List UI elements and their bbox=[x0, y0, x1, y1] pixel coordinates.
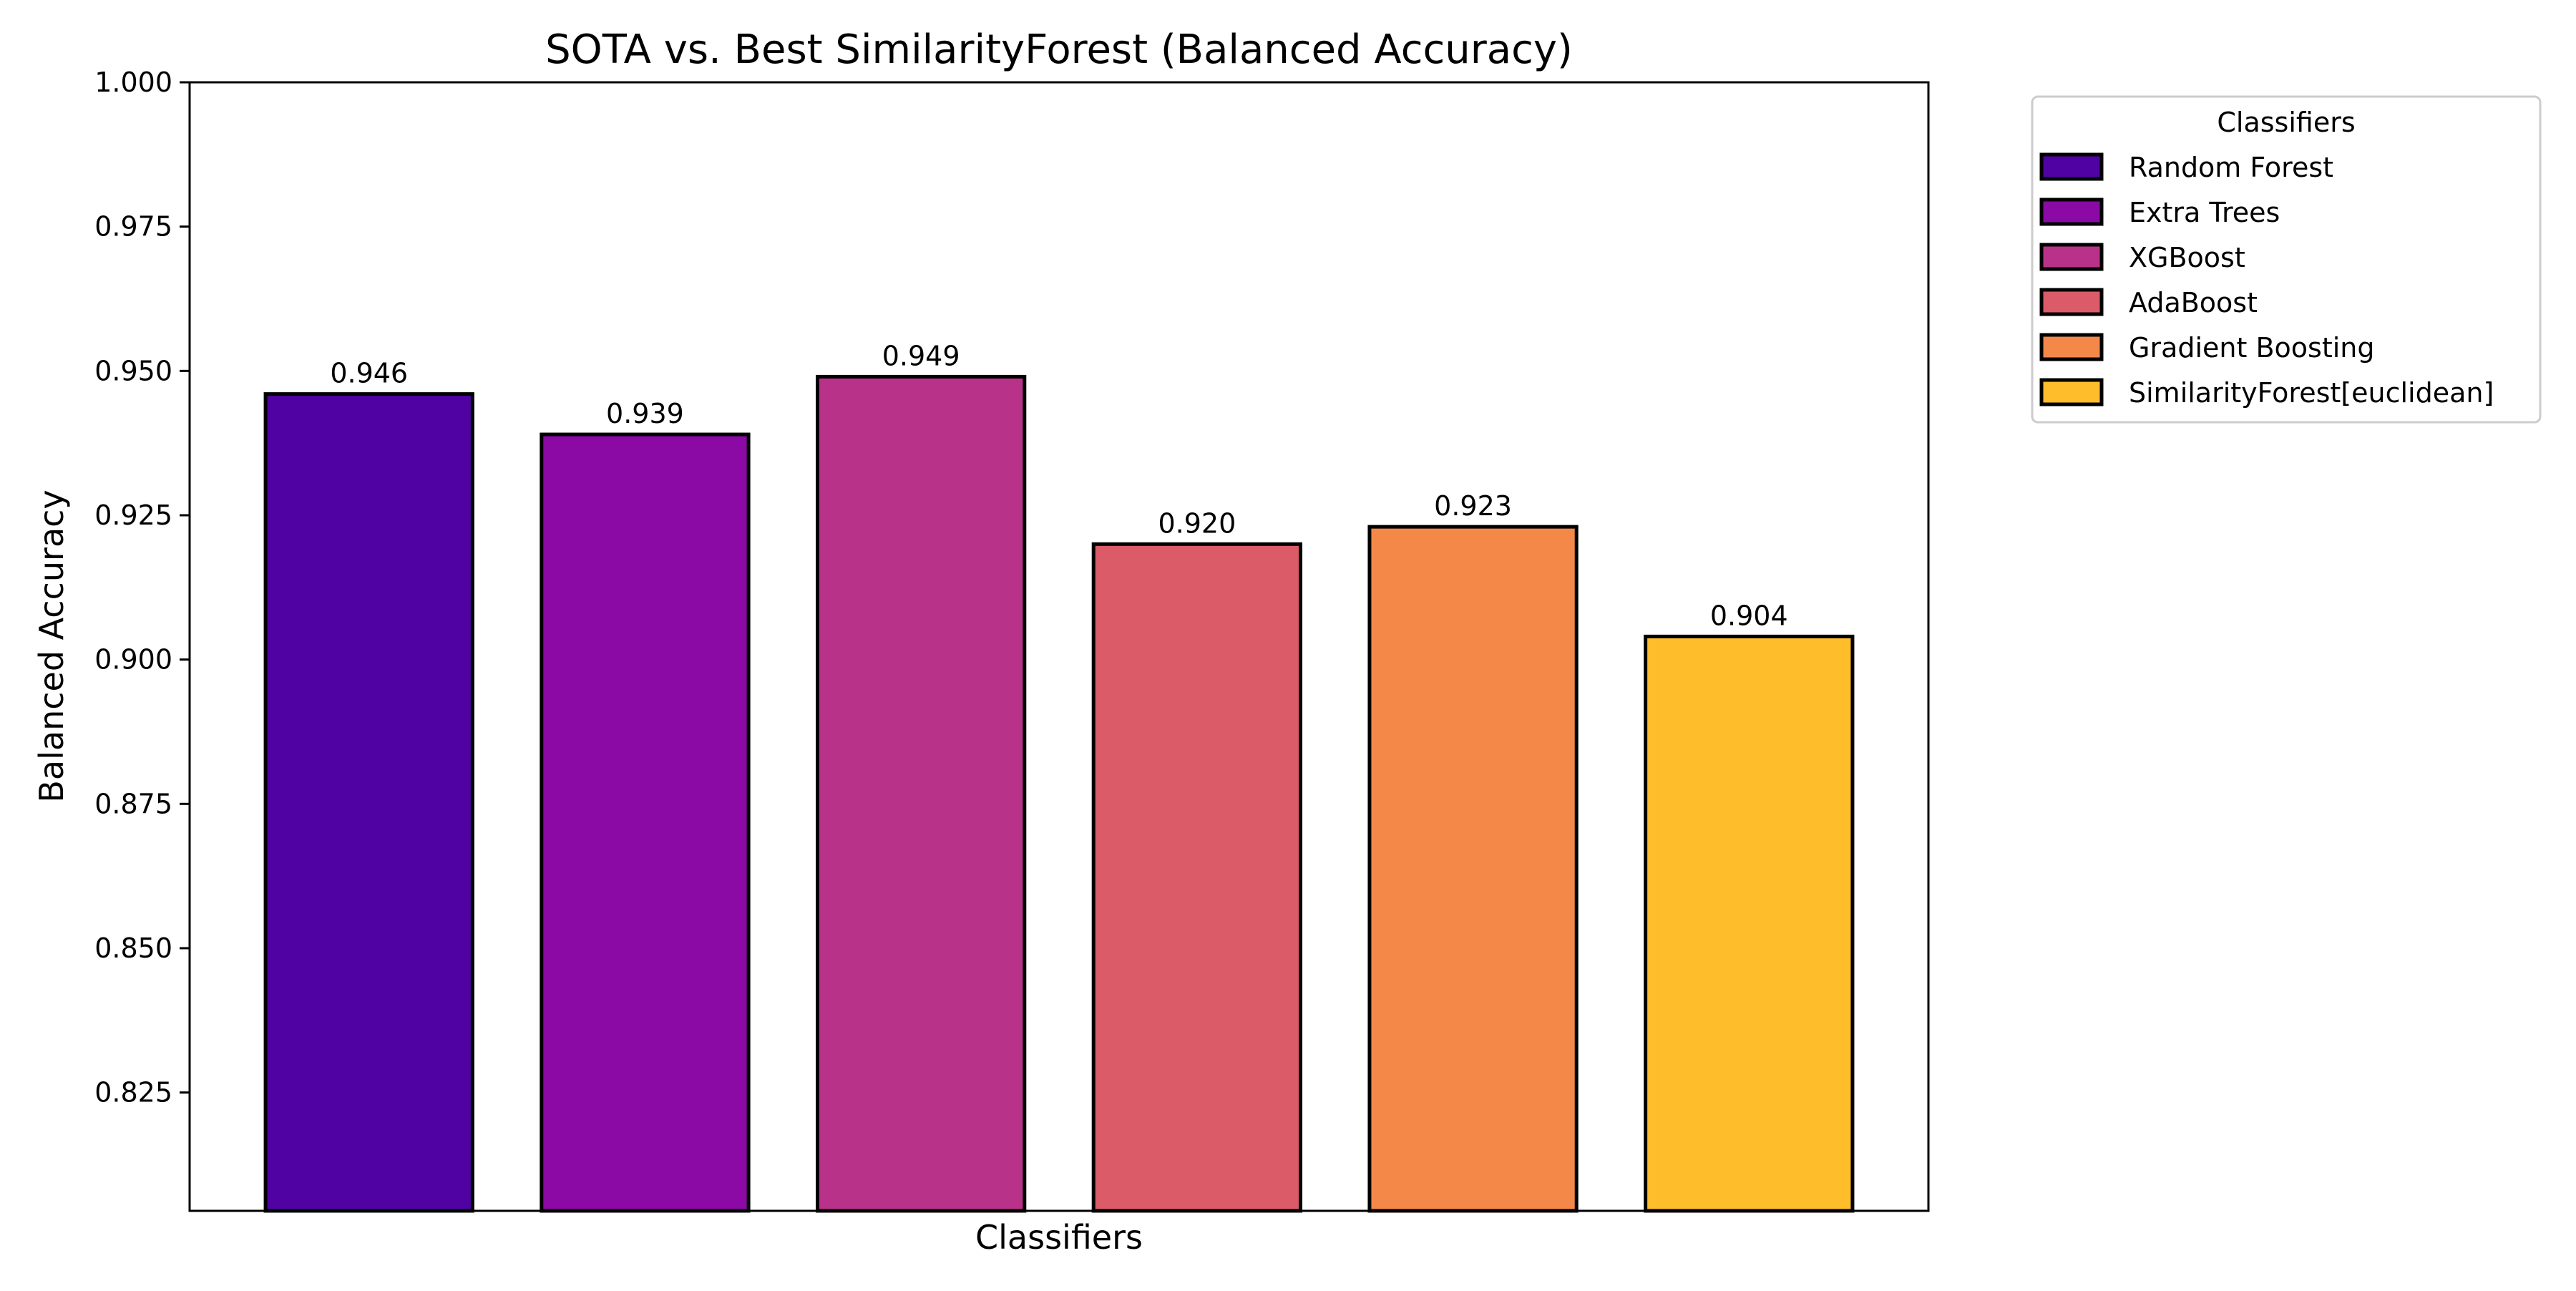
y-tick-label: 0.850 bbox=[94, 932, 172, 964]
y-tick-label: 0.900 bbox=[94, 644, 172, 676]
legend-swatch bbox=[2039, 288, 2104, 316]
legend-label: SimilarityForest[euclidean] bbox=[2129, 377, 2494, 409]
bar-value-label: 0.949 bbox=[882, 340, 960, 371]
y-tick-label: 0.950 bbox=[94, 355, 172, 386]
y-axis-ticks: 0.825 0.850 0.875 0.900 0.925 0.950 0.975 1.000 bbox=[94, 67, 190, 1109]
legend-label: Extra Trees bbox=[2129, 197, 2280, 228]
legend-items: Random Forest Extra Trees XGBoost AdaBoost G… bbox=[2039, 152, 2494, 409]
bar-value-labels: 0.946 0.939 0.949 0.920 0.923 0.904 bbox=[330, 340, 1787, 631]
plot-frame bbox=[188, 81, 1930, 1212]
legend-swatch bbox=[2039, 378, 2104, 406]
y-tick-label: 1.000 bbox=[94, 67, 172, 98]
bar bbox=[540, 432, 751, 1213]
legend-title: Classifiers bbox=[2217, 107, 2355, 138]
bar-value-label: 0.923 bbox=[1434, 490, 1512, 522]
legend-label: Gradient Boosting bbox=[2129, 332, 2375, 364]
bar bbox=[1367, 525, 1579, 1213]
bar-value-label: 0.939 bbox=[606, 398, 684, 429]
legend-label: AdaBoost bbox=[2129, 287, 2258, 318]
y-axis-title: Balanced Accuracy bbox=[32, 489, 71, 802]
bar-value-label: 0.920 bbox=[1158, 507, 1236, 539]
legend-box bbox=[2031, 95, 2542, 424]
legend-label: Random Forest bbox=[2129, 152, 2333, 183]
legend-swatch bbox=[2039, 198, 2104, 226]
y-tick-label: 0.825 bbox=[94, 1077, 172, 1109]
bar bbox=[816, 374, 1027, 1213]
bar bbox=[1091, 542, 1302, 1213]
legend-swatch bbox=[2039, 243, 2104, 271]
legend-swatch bbox=[2039, 152, 2104, 181]
x-axis-title: Classifiers bbox=[975, 1218, 1143, 1257]
bars-group bbox=[263, 374, 1855, 1213]
y-tick-label: 0.925 bbox=[94, 500, 172, 531]
bar bbox=[1644, 634, 1855, 1213]
legend-swatch bbox=[2039, 333, 2104, 361]
bar-value-label: 0.946 bbox=[330, 358, 408, 389]
y-tick-label: 0.875 bbox=[94, 788, 172, 819]
chart-title: SOTA vs. Best SimilarityForest (Balanced… bbox=[545, 26, 1573, 73]
bar-value-label: 0.904 bbox=[1710, 600, 1788, 631]
y-tick-label: 0.975 bbox=[94, 211, 172, 243]
legend-label: XGBoost bbox=[2129, 242, 2245, 273]
bar bbox=[263, 392, 474, 1213]
legend: Classifiers Random Forest Extra Trees XGBo… bbox=[2031, 95, 2542, 424]
